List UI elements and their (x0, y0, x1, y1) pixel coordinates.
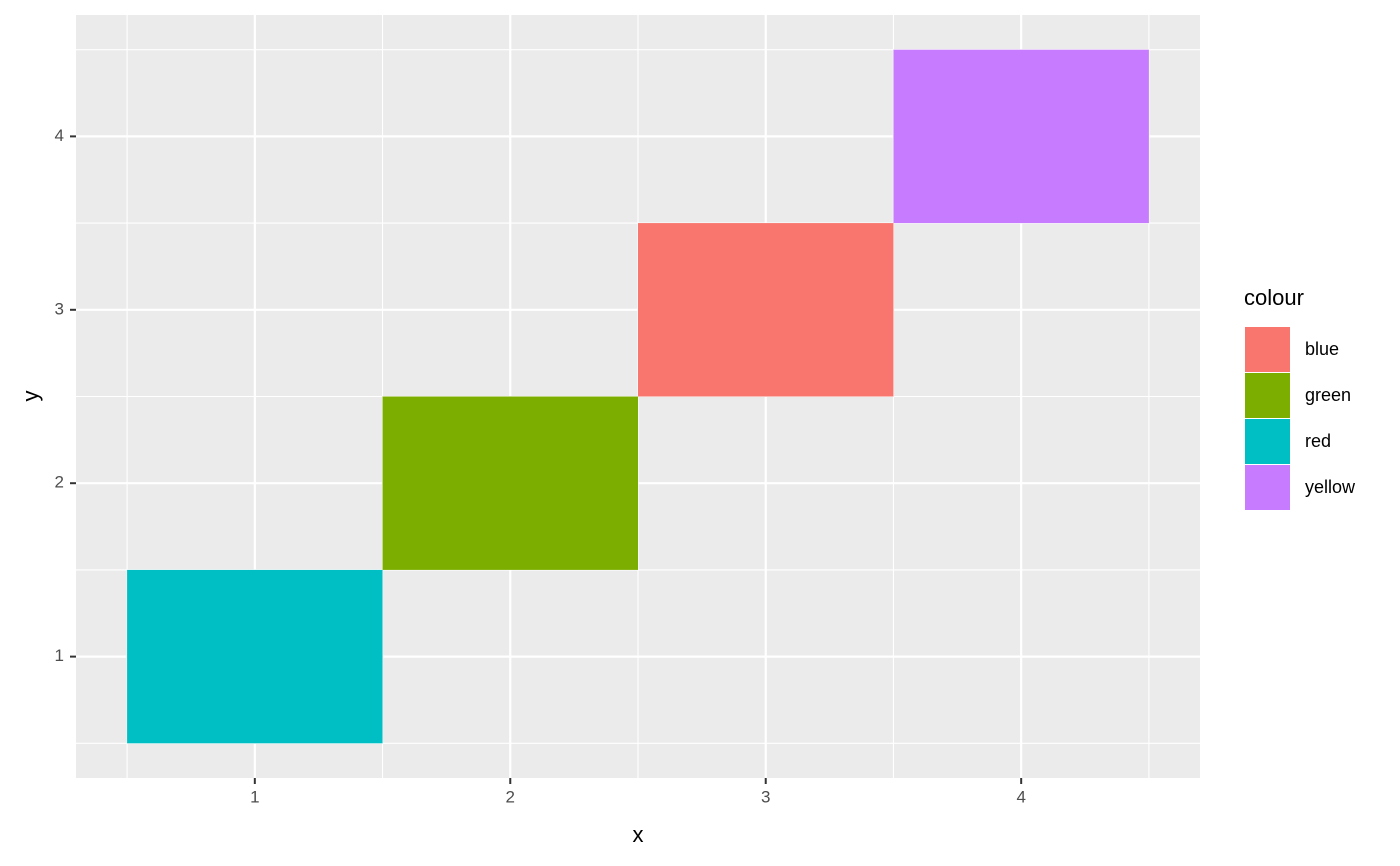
legend-key (1245, 465, 1290, 510)
x-tick-label: 2 (506, 787, 515, 806)
legend-label: green (1305, 385, 1351, 405)
legend-label: blue (1305, 339, 1339, 359)
tile (127, 569, 383, 744)
y-axis-title: y (18, 391, 43, 402)
y-tick-label: 1 (55, 646, 64, 665)
x-tick-label: 3 (761, 787, 770, 806)
legend-title: colour (1244, 285, 1304, 310)
tile (893, 49, 1149, 224)
legend-key (1245, 327, 1290, 372)
x-tick-label: 1 (250, 787, 259, 806)
legend-label: red (1305, 431, 1331, 451)
legend-label: yellow (1305, 477, 1356, 497)
x-axis-title: x (633, 822, 644, 847)
legend-key (1245, 419, 1290, 464)
y-tick-label: 4 (55, 126, 64, 145)
tile (382, 396, 638, 570)
y-tick-label: 2 (55, 473, 64, 492)
x-tick-label: 4 (1016, 787, 1025, 806)
legend-key (1245, 373, 1290, 418)
y-tick-label: 3 (55, 299, 64, 318)
tile (638, 223, 894, 397)
